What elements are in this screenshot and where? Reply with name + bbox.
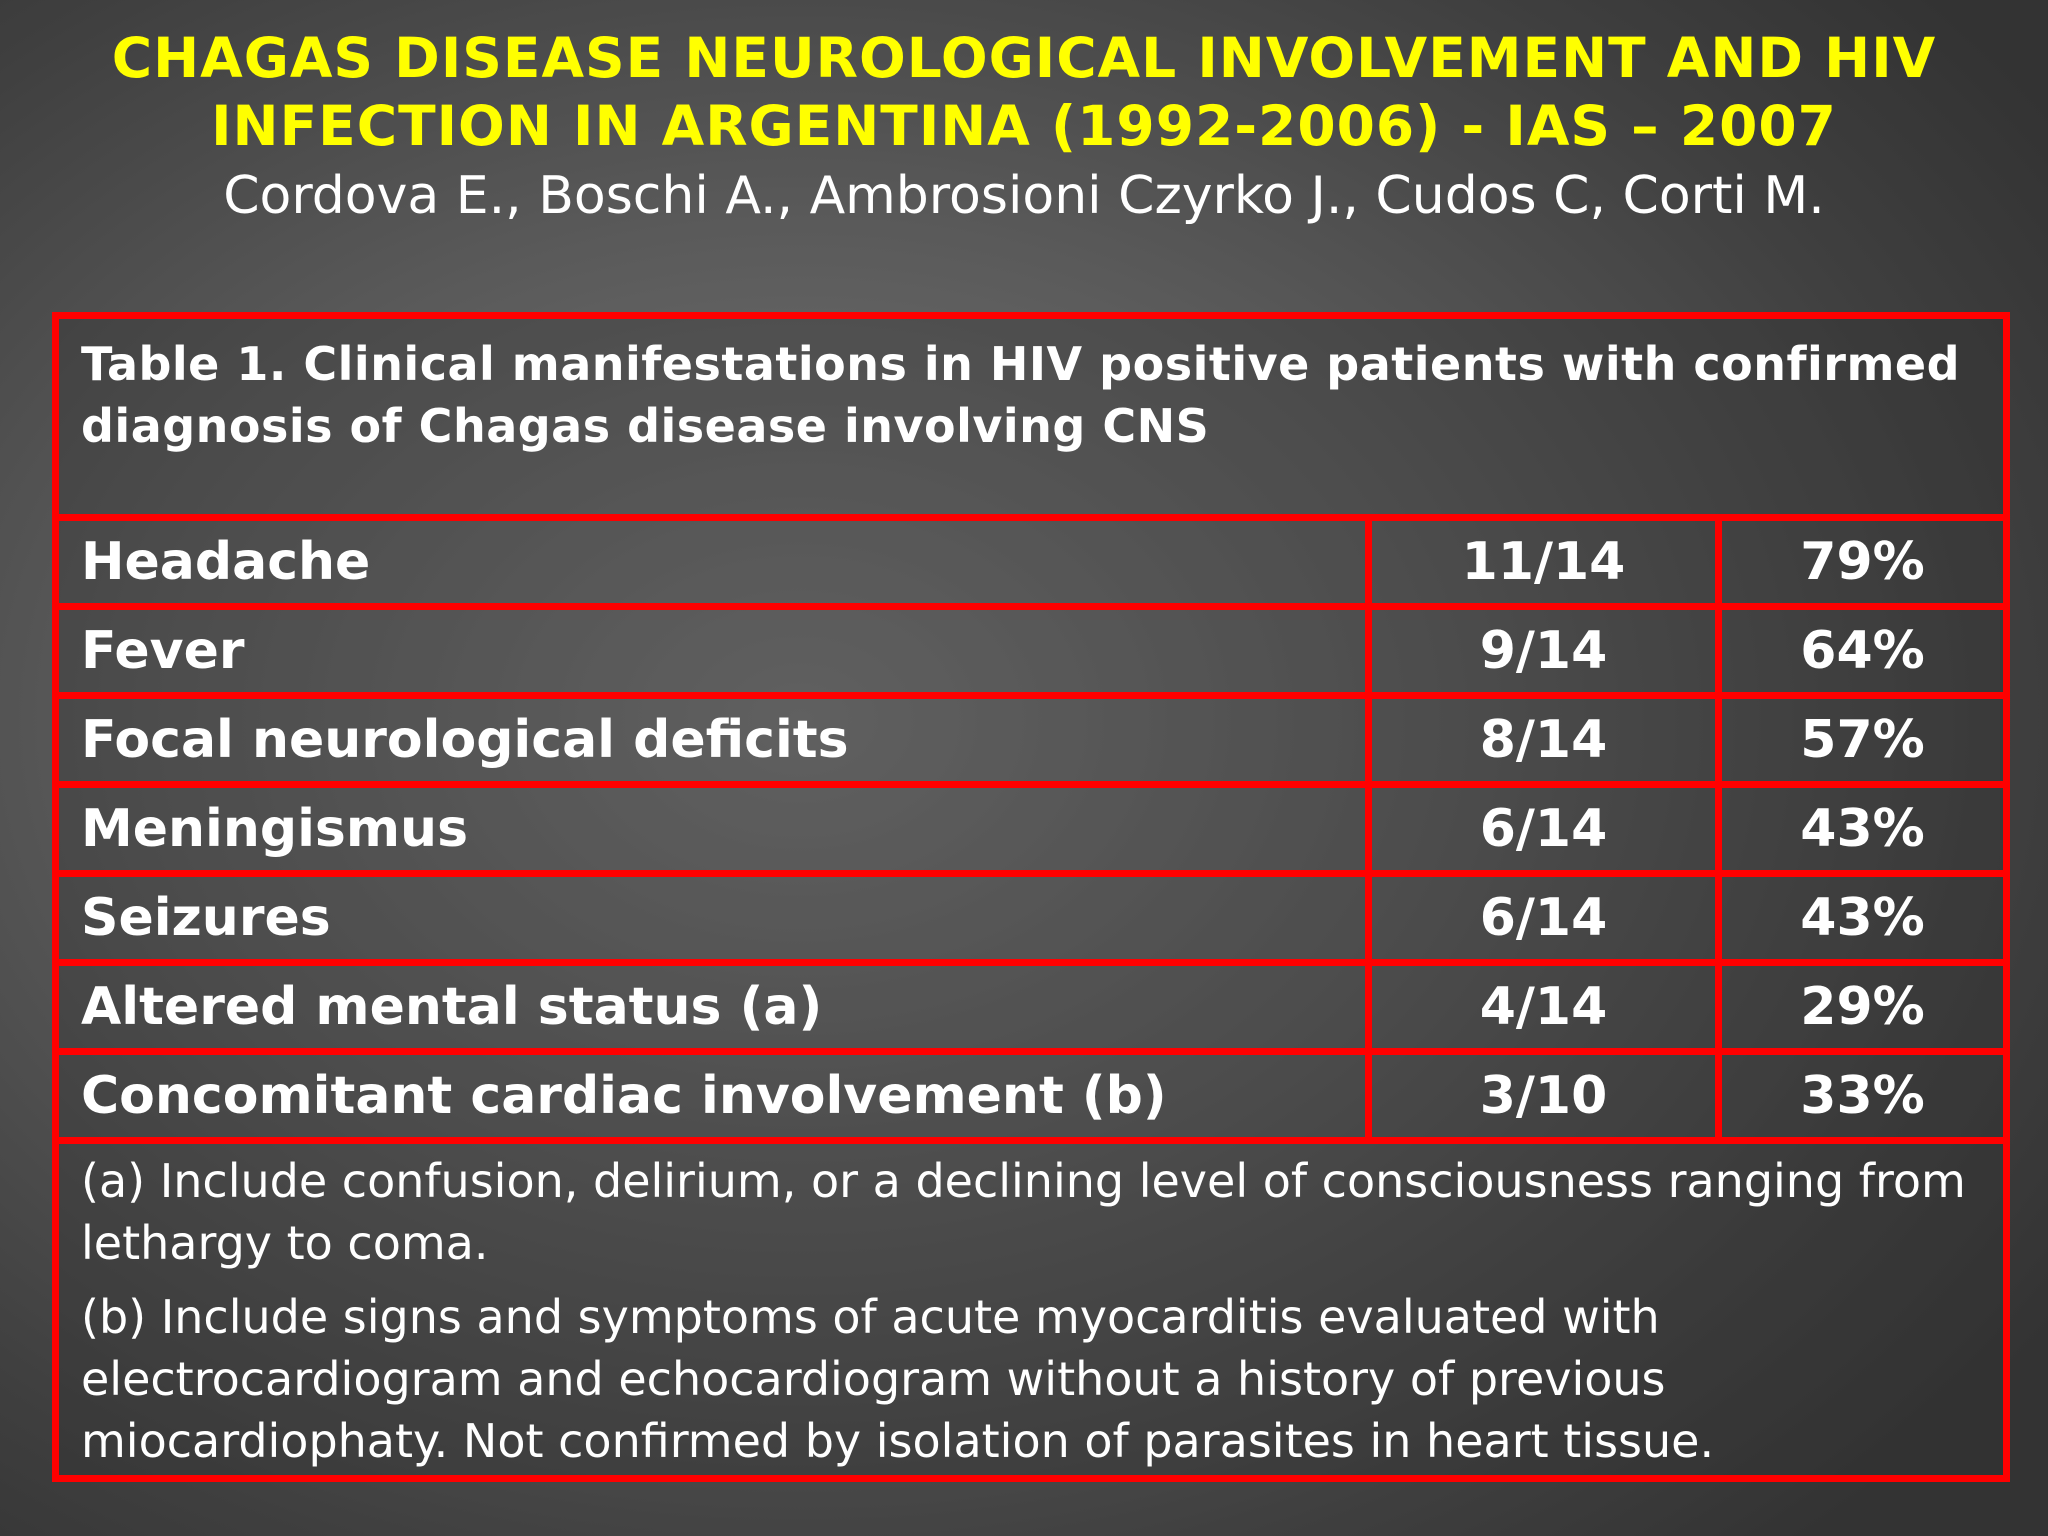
row-percent: 29%	[1715, 966, 2003, 1048]
table-body: Headache 11/14 79% Fever 9/14 64% Focal …	[59, 521, 2003, 1144]
row-label: Seizures	[81, 888, 331, 948]
row-count: 11/14	[1365, 521, 1715, 603]
table-row-concomitant-cardiac-involvement: Concomitant cardiac involvement (b) 3/10…	[59, 1055, 2003, 1144]
row-label: Headache	[81, 532, 371, 592]
table-row-headache: Headache 11/14 79%	[59, 521, 2003, 610]
row-label: Focal neurological deficits	[81, 710, 849, 770]
table-row-meningismus: Meningismus 6/14 43%	[59, 788, 2003, 877]
row-count: 3/10	[1365, 1055, 1715, 1137]
row-percent: 33%	[1715, 1055, 2003, 1137]
row-count: 6/14	[1365, 877, 1715, 959]
clinical-manifestations-table: Table 1. Clinical manifestations in HIV …	[52, 312, 2010, 1482]
row-label: Concomitant cardiac involvement (b)	[81, 1066, 1167, 1126]
row-count: 4/14	[1365, 966, 1715, 1048]
table-row-fever: Fever 9/14 64%	[59, 610, 2003, 699]
row-count: 8/14	[1365, 699, 1715, 781]
table-row-seizures: Seizures 6/14 43%	[59, 877, 2003, 966]
table-row-altered-mental-status: Altered mental status (a) 4/14 29%	[59, 966, 2003, 1055]
slide-title-line-1: CHAGAS DISEASE NEUROLOGICAL INVOLVEMENT …	[111, 26, 1937, 90]
table-footnotes: (a) Include confusion, delirium, or a de…	[59, 1144, 2003, 1490]
footnote-a: (a) Include confusion, delirium, or a de…	[81, 1154, 1966, 1270]
row-percent: 57%	[1715, 699, 2003, 781]
row-percent: 64%	[1715, 610, 2003, 692]
row-count: 6/14	[1365, 788, 1715, 870]
slide-authors: Cordova E., Boschi A., Ambrosioni Czyrko…	[223, 166, 1825, 226]
row-label: Fever	[81, 621, 245, 681]
slide-title-line-2: INFECTION IN ARGENTINA (1992-2006) - IAS…	[211, 94, 1837, 158]
table-row-focal-neurological-deficits: Focal neurological deficits 8/14 57%	[59, 699, 2003, 788]
slide-header: CHAGAS DISEASE NEUROLOGICAL INVOLVEMENT …	[0, 24, 2048, 230]
row-count: 9/14	[1365, 610, 1715, 692]
footnote-b: (b) Include signs and symptoms of acute …	[81, 1290, 1715, 1468]
row-percent: 43%	[1715, 788, 2003, 870]
row-label: Meningismus	[81, 799, 469, 859]
row-label: Altered mental status (a)	[81, 977, 823, 1037]
table-caption: Table 1. Clinical manifestations in HIV …	[59, 319, 2003, 521]
row-percent: 43%	[1715, 877, 2003, 959]
row-percent: 79%	[1715, 521, 2003, 603]
